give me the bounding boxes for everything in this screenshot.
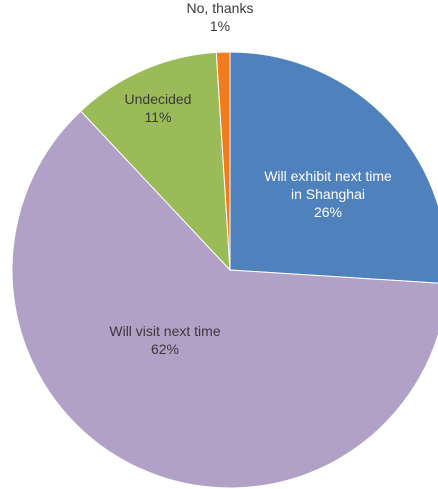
slice-label-2: Undecided 11%: [125, 91, 192, 125]
pie-labels: Will exhibit next time in Shanghai 26%Will…: [109, 0, 392, 357]
pie-slice-1: [11, 110, 438, 489]
slice-label-1: Will visit next time 62%: [109, 323, 220, 357]
slice-percent: 62%: [151, 341, 179, 357]
slice-label-3: No, thanks 1%: [187, 0, 254, 34]
pie-slice-2: [80, 51, 231, 272]
slice-percent: 26%: [314, 204, 342, 220]
slice-percent: 11%: [145, 109, 172, 125]
slice-label-line: in Shanghai: [291, 186, 365, 202]
pie-slice-3: [215, 51, 231, 271]
slice-percent: 1%: [210, 18, 230, 34]
pie-slices: [11, 51, 438, 489]
slice-label-line: Undecided: [125, 91, 192, 107]
pie-slice-0: [229, 51, 438, 284]
slice-label-line: Will exhibit next time: [264, 168, 392, 184]
slice-label-line: Will visit next time: [109, 323, 220, 339]
slice-label-line: No, thanks: [187, 0, 254, 16]
slice-label-0: Will exhibit next time in Shanghai 26%: [264, 168, 392, 220]
